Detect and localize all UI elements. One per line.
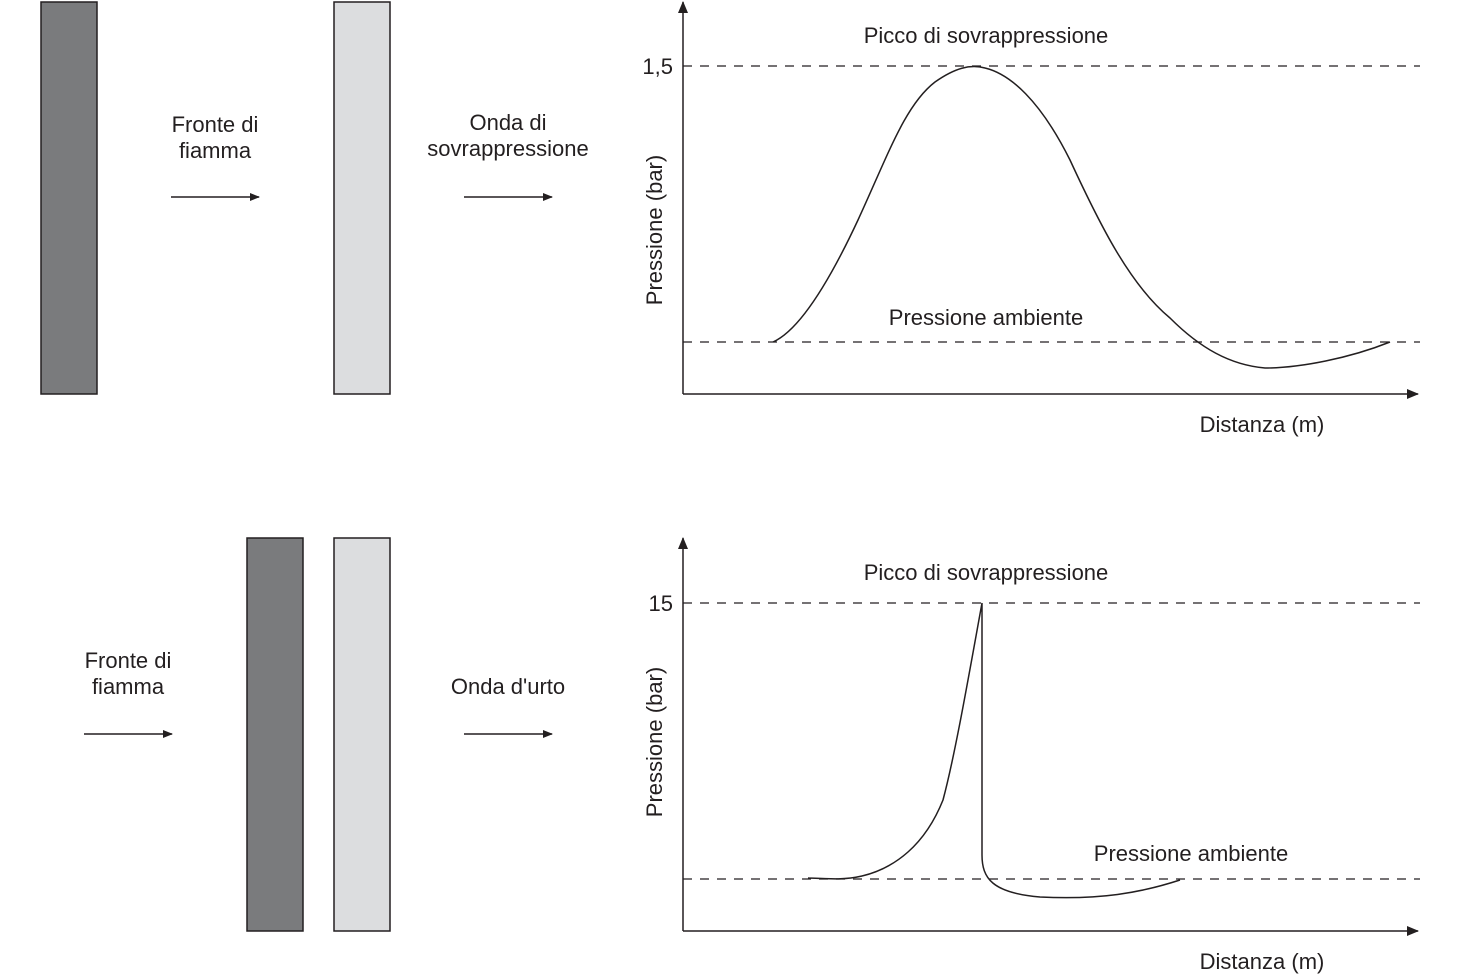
flame-front-bar [246,537,304,932]
x-axis-label: Distanza (m) [1200,949,1325,974]
shock-wave-bar [333,537,391,932]
peak-value-label: 1,5 [642,54,673,79]
shock-wave-label: Onda d'urto [451,674,565,699]
flame-front-label-line1: Fronte di [85,648,172,673]
peak-value-label: 15 [649,591,673,616]
overpressure-wave-label-line1: Onda di [469,110,546,135]
pressure-wave-bar [333,1,391,395]
y-axis-label: Pressione (bar) [642,155,667,305]
ambient-pressure-label: Pressione ambiente [889,305,1083,330]
peak-label: Picco di sovrappressione [864,23,1109,48]
deflagration-panel: Fronte di fiamma Onda di sovrappressione… [40,1,1420,437]
overpressure-wave-label-line2: sovrappressione [427,136,588,161]
detonation-pressure-curve [807,602,1181,899]
deflagration-pressure-curve [772,65,1391,369]
detonation-panel: Fronte di fiamma Onda d'urto 15 Picco di… [84,537,1420,974]
ambient-pressure-label: Pressione ambiente [1094,841,1288,866]
peak-label: Picco di sovrappressione [864,560,1109,585]
flame-front-label-line2: fiamma [179,138,252,163]
flame-front-bar [40,1,98,395]
flame-front-label-line2: fiamma [92,674,165,699]
y-axis-label: Pressione (bar) [642,667,667,817]
x-axis-label: Distanza (m) [1200,412,1325,437]
flame-front-label-line1: Fronte di [172,112,259,137]
